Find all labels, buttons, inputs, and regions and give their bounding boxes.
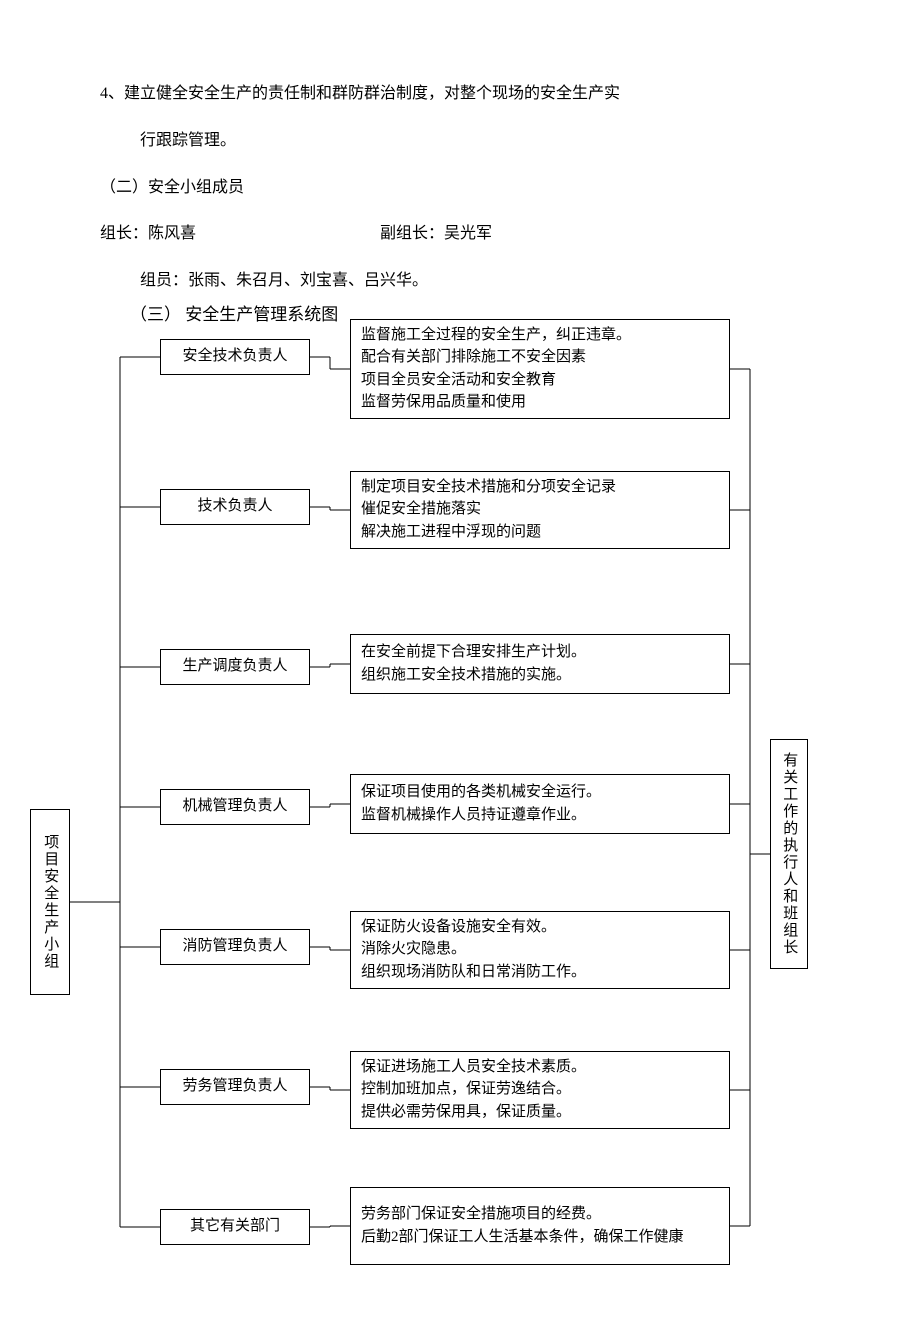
paragraph-4: 4、建立健全安全生产的责任制和群防群治制度，对整个现场的安全生产实 <box>100 80 820 109</box>
desc-line: 后勤2部门保证工人生活基本条件，确保工作健康 <box>361 1226 719 1249</box>
desc-box: 保证进场施工人员安全技术素质。控制加班加点，保证劳逸结合。提供必需劳保用具，保证… <box>350 1051 730 1129</box>
vice-leader-label: 副组长：吴光军 <box>380 220 492 249</box>
section-3-title: （三） 安全生产管理系统图 <box>100 300 820 331</box>
org-diagram: 项目安全生产小组 有关工作的执行人和班组长 安全技术负责人 监督施工全过程的安全生产，… <box>30 319 810 1279</box>
role-box: 其它有关部门 <box>160 1209 310 1245</box>
desc-line: 监督劳保用品质量和使用 <box>361 391 719 414</box>
desc-box: 劳务部门保证安全措施项目的经费。后勤2部门保证工人生活基本条件，确保工作健康 <box>350 1187 730 1265</box>
leader-label: 组长：陈风喜 <box>100 220 380 249</box>
desc-box: 监督施工全过程的安全生产，纠正违章。配合有关部门排除施工不安全因素项目全员安全活… <box>350 319 730 419</box>
section-2-title: （二）安全小组成员 <box>100 174 820 203</box>
desc-line: 保证项目使用的各类机械安全运行。 <box>361 781 719 804</box>
desc-line: 提供必需劳保用具，保证质量。 <box>361 1101 719 1124</box>
desc-line: 项目全员安全活动和安全教育 <box>361 369 719 392</box>
desc-line: 控制加班加点，保证劳逸结合。 <box>361 1078 719 1101</box>
desc-line: 消除火灾隐患。 <box>361 938 719 961</box>
role-box: 安全技术负责人 <box>160 339 310 375</box>
desc-box: 制定项目安全技术措施和分项安全记录催促安全措施落实解决施工进程中浮现的问题 <box>350 471 730 549</box>
desc-line: 解决施工进程中浮现的问题 <box>361 521 719 544</box>
role-box: 劳务管理负责人 <box>160 1069 310 1105</box>
role-box: 消防管理负责人 <box>160 929 310 965</box>
members-label: 组员：张雨、朱召月、刘宝喜、吕兴华。 <box>100 267 820 296</box>
right-target-box: 有关工作的执行人和班组长 <box>770 739 808 969</box>
role-box: 生产调度负责人 <box>160 649 310 685</box>
desc-box: 在安全前提下合理安排生产计划。组织施工安全技术措施的实施。 <box>350 634 730 694</box>
desc-line: 制定项目安全技术措施和分项安全记录 <box>361 476 719 499</box>
desc-box: 保证项目使用的各类机械安全运行。监督机械操作人员持证遵章作业。 <box>350 774 730 834</box>
role-box: 机械管理负责人 <box>160 789 310 825</box>
desc-line: 组织施工安全技术措施的实施。 <box>361 664 719 687</box>
desc-line: 在安全前提下合理安排生产计划。 <box>361 641 719 664</box>
desc-line: 劳务部门保证安全措施项目的经费。 <box>361 1203 719 1226</box>
desc-line: 配合有关部门排除施工不安全因素 <box>361 346 719 369</box>
desc-line: 保证进场施工人员安全技术素质。 <box>361 1056 719 1079</box>
desc-line: 保证防火设备设施安全有效。 <box>361 916 719 939</box>
desc-line: 组织现场消防队和日常消防工作。 <box>361 961 719 984</box>
paragraph-4-cont: 行跟踪管理。 <box>100 127 820 156</box>
desc-line: 催促安全措施落实 <box>361 498 719 521</box>
desc-box: 保证防火设备设施安全有效。消除火灾隐患。组织现场消防队和日常消防工作。 <box>350 911 730 989</box>
desc-line: 监督机械操作人员持证遵章作业。 <box>361 804 719 827</box>
role-box: 技术负责人 <box>160 489 310 525</box>
left-root-box: 项目安全生产小组 <box>30 809 70 995</box>
